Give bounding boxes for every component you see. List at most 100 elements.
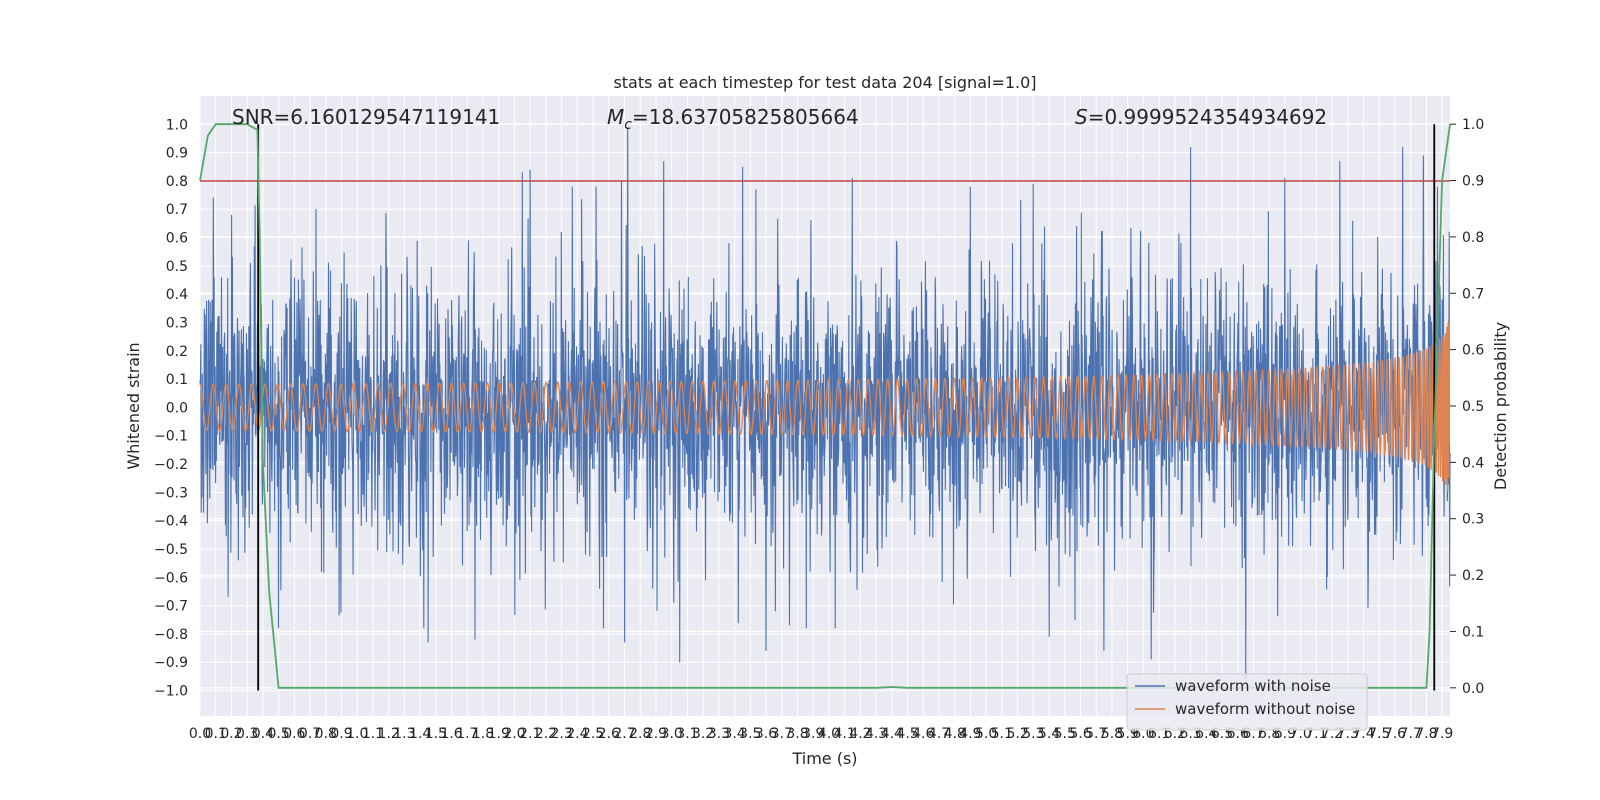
y-tick-label-right: 0.9 <box>1462 174 1484 190</box>
x-tick-label: 3.1 <box>676 726 698 742</box>
x-tick-label: 3.5 <box>739 726 761 742</box>
x-tick-label: 4.5 <box>896 726 918 742</box>
y-tick-label-left: 0.4 <box>166 287 188 303</box>
x-tick-label: 4.6 <box>912 726 934 742</box>
x-tick-label: 5.6 <box>1069 726 1091 742</box>
x-tick-label: 0.4 <box>252 726 274 742</box>
x-tick-label: 1.1 <box>362 726 384 742</box>
legend-label-noise: waveform with noise <box>1175 677 1331 695</box>
y-tick-label-left: −0.9 <box>154 655 188 671</box>
y-tick-label-right: 0.3 <box>1462 512 1484 528</box>
x-tick-label: 1.0 <box>346 726 368 742</box>
x-tick-label: 3.4 <box>723 726 745 742</box>
x-tick-label: 4.0 <box>818 726 840 742</box>
score-annotation: S=0.9999524354934692 <box>1075 105 1327 129</box>
x-tick-label: 3.9 <box>802 726 824 742</box>
x-tick-label: 3.8 <box>786 726 808 742</box>
x-tick-label: 2.0 <box>503 726 525 742</box>
y-tick-label-left: −0.3 <box>154 485 188 501</box>
chirp-mass-symbol: M <box>607 105 624 129</box>
y-tick-label-left: 0.0 <box>166 400 188 416</box>
chirp-mass-value: =18.63705825805664 <box>632 105 859 129</box>
x-tick-label: 4.7 <box>928 726 950 742</box>
y-tick-label-left: −0.5 <box>154 542 188 558</box>
x-tick-label: 2.5 <box>582 726 604 742</box>
legend: waveform with noise waveform without noi… <box>1126 673 1368 731</box>
x-tick-label: 7.9 <box>1431 726 1453 742</box>
y-tick-label-left: 0.1 <box>166 372 188 388</box>
x-tick-label: 1.7 <box>456 726 478 742</box>
snr-annotation: SNR=6.160129547119141 <box>232 105 500 129</box>
x-tick-label: 3.6 <box>755 726 777 742</box>
x-tick-label: 0.6 <box>283 726 305 742</box>
x-tick-label: 4.1 <box>834 726 856 742</box>
x-tick-label: 5.5 <box>1054 726 1076 742</box>
series-detection-probability <box>199 123 1451 689</box>
y-tick-label-right: 0.1 <box>1462 624 1484 640</box>
x-tick-label: 5.3 <box>1022 726 1044 742</box>
x-tick-label: 1.6 <box>440 726 462 742</box>
legend-box <box>1126 673 1368 731</box>
y-tick-label-right: 0.6 <box>1462 343 1484 359</box>
x-tick-label: 2.6 <box>598 726 620 742</box>
x-tick-label: 3.7 <box>771 726 793 742</box>
x-tick-label: 0.7 <box>299 726 321 742</box>
score-value: =0.9999524354934692 <box>1088 105 1327 129</box>
x-tick-label: 7.8 <box>1415 726 1437 742</box>
y-tick-label-left: 1.0 <box>166 117 188 133</box>
x-tick-label: 0.3 <box>236 726 258 742</box>
chart-title: stats at each timestep for test data 204… <box>613 73 1036 92</box>
y-tick-label-left: 0.7 <box>166 202 188 218</box>
x-tick-label: 5.7 <box>1085 726 1107 742</box>
x-tick-label: 1.4 <box>409 726 431 742</box>
x-tick-label: 2.4 <box>566 726 588 742</box>
y-tick-label-left: 0.9 <box>166 146 188 162</box>
y-tick-label-left: 0.2 <box>166 344 188 360</box>
y-tick-label-left: −0.6 <box>154 570 188 586</box>
y-tick-label-left: −0.1 <box>154 429 188 445</box>
y-tick-label-left: 0.6 <box>166 231 188 247</box>
y-tick-label-left: −0.4 <box>154 514 188 530</box>
y-tick-label-left: −0.7 <box>154 599 188 615</box>
x-tick-label: 0.2 <box>220 726 242 742</box>
x-tick-label: 5.4 <box>1038 726 1060 742</box>
x-tick-label: 5.0 <box>975 726 997 742</box>
y-axis-label-right: Detection probability <box>1491 322 1510 490</box>
y-tick-label-right: 1.0 <box>1462 117 1484 133</box>
waveform-without-noise-line <box>199 322 1451 492</box>
chirp-mass-annotation: Mc=18.63705825805664 <box>607 105 859 133</box>
x-tick-label: 2.8 <box>629 726 651 742</box>
x-tick-label: 2.7 <box>613 726 635 742</box>
y-tick-label-right: 0.0 <box>1462 681 1484 697</box>
x-tick-label: 1.3 <box>393 726 415 742</box>
x-tick-label: 1.9 <box>488 726 510 742</box>
x-tick-label: 5.1 <box>991 726 1013 742</box>
x-tick-label: 4.9 <box>959 726 981 742</box>
y-tick-label-left: 0.8 <box>166 174 188 190</box>
x-tick-label: 5.2 <box>1006 726 1028 742</box>
score-symbol: S <box>1075 105 1088 129</box>
x-tick-label: 7.5 <box>1368 726 1390 742</box>
x-tick-label: 3.2 <box>692 726 714 742</box>
y-tick-label-right: 0.5 <box>1462 399 1484 415</box>
x-tick-label: 4.4 <box>881 726 903 742</box>
detection-probability-line <box>199 123 1451 689</box>
y-tick-label-left: −0.2 <box>154 457 188 473</box>
x-tick-label: 1.5 <box>425 726 447 742</box>
y-tick-label-right: 0.8 <box>1462 230 1484 246</box>
y-tick-label-right: 0.2 <box>1462 568 1484 584</box>
x-tick-label: 2.3 <box>551 726 573 742</box>
y-tick-label-right: 0.4 <box>1462 455 1484 471</box>
x-tick-label: 4.8 <box>944 726 966 742</box>
x-tick-label: 7.7 <box>1400 726 1422 742</box>
x-tick-label: 7.6 <box>1384 726 1406 742</box>
y-tick-label-left: −1.0 <box>154 684 188 700</box>
legend-label-clean: waveform without noise <box>1175 700 1355 718</box>
x-tick-label: 0.0 <box>189 726 211 742</box>
x-tick-label: 5.8 <box>1101 726 1123 742</box>
y-axis-label-left: Whitened strain <box>124 342 143 469</box>
x-tick-label: 2.2 <box>535 726 557 742</box>
x-tick-label: 0.5 <box>267 726 289 742</box>
y-tick-label-left: 0.5 <box>166 259 188 275</box>
